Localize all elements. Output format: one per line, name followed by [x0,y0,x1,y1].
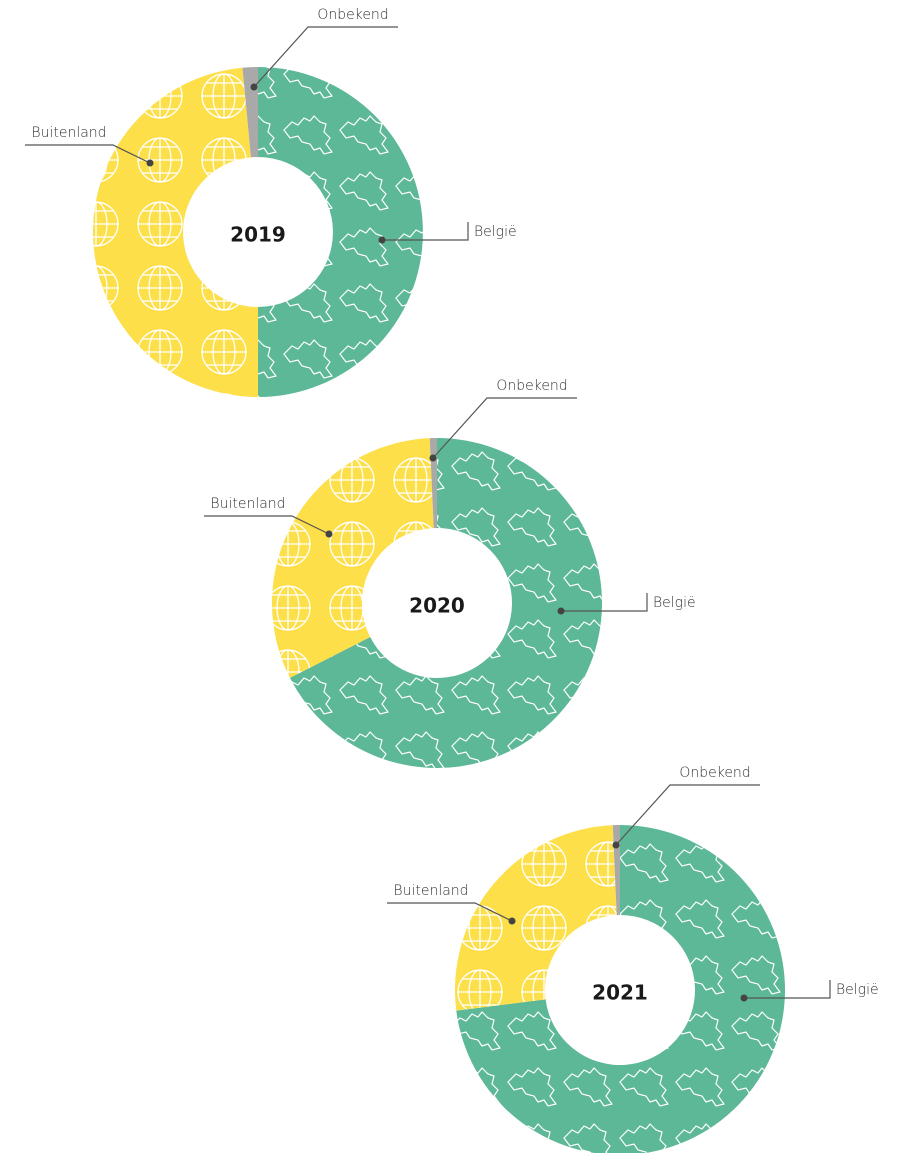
leader [744,980,831,999]
chart-title: 2019 [230,223,286,247]
segment-label: Buitenland [210,496,285,512]
segment-label: Buitenland [31,125,106,141]
segment-label: België [653,595,696,611]
leader [387,902,513,922]
segment-label: Onbekend [317,7,388,23]
leader-dot [429,454,437,462]
leader [432,397,577,459]
segment-label: Onbekend [679,765,750,781]
donut-segment [289,438,602,768]
donut-chart: 2021 België Buitenland Onbekend [387,765,879,1153]
donut-segment [456,825,785,1153]
leader [615,784,760,846]
segment-label: Buitenland [393,883,468,899]
leader-dot [325,530,333,538]
leader-dot [612,841,620,849]
leader-dot [740,994,748,1002]
leader-dot [250,83,258,91]
leader-dot [378,236,386,244]
leader [561,593,648,612]
donut-chart: 2019 België Buitenland Onbekend [25,7,517,398]
donut-segment [93,67,258,398]
leader-dot [146,159,154,167]
leader-dot [557,607,565,615]
chart-title: 2021 [592,981,648,1005]
leader-dot [508,917,516,925]
donut-segment [258,67,423,397]
segment-label: België [474,224,517,240]
leader [382,222,469,241]
leader [253,26,398,88]
leader [204,515,330,535]
leader [25,144,151,164]
donut-segment [272,438,434,678]
segment-label: Onbekend [496,378,567,394]
chart-title: 2020 [409,594,465,618]
donut-chart: 2020 België Buitenland Onbekend [204,378,696,768]
donut-segment [455,825,617,1011]
segment-label: België [836,982,879,998]
